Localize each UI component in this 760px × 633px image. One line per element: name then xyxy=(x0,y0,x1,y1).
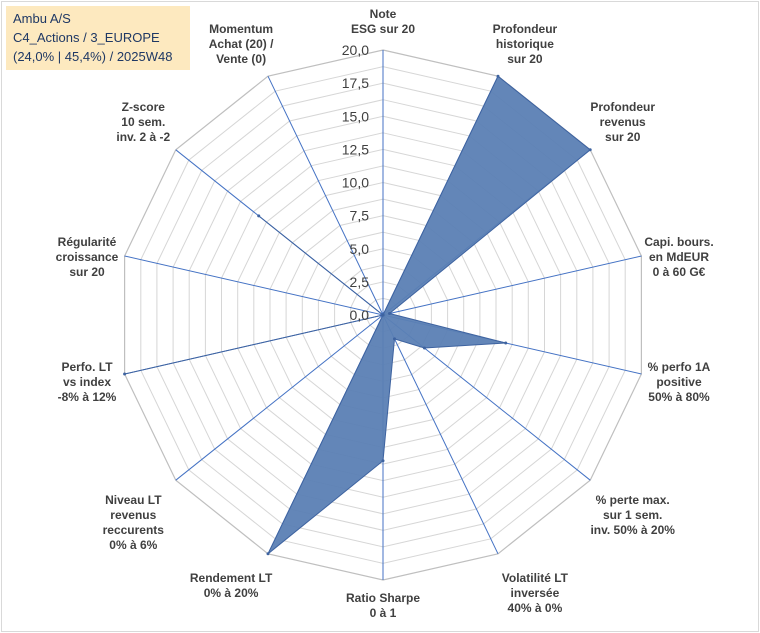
tick-label: 7,5 xyxy=(350,208,370,224)
axis-label: Note ESG sur 20 xyxy=(351,7,415,36)
axis-label-line: revenus xyxy=(600,115,646,129)
axis-label: Profondeur revenus sur 20 xyxy=(590,100,655,144)
axis-label-line: 0 à 1 xyxy=(370,606,397,620)
axis-spoke xyxy=(175,314,384,481)
tick-label: 0,0 xyxy=(350,307,370,323)
series-area xyxy=(124,75,591,555)
info-box: Ambu A/S C4_Actions / 3_EUROPE (24,0% | … xyxy=(6,6,190,70)
tick-label: 12,5 xyxy=(342,141,369,157)
axis-label: Perfo. LT vs index -8% à 12% xyxy=(58,360,117,404)
axis-label: Z-score 10 sem. inv. 2 à -2 xyxy=(116,100,170,144)
axis-label: Ratio Sharpe 0 à 1 xyxy=(346,591,420,620)
axis-spoke xyxy=(267,75,384,316)
axis-label-line: Perfo. LT xyxy=(61,360,113,374)
score-summary: (24,0% | 45,4%) / 2025W48 xyxy=(13,49,173,64)
data-point xyxy=(123,372,127,376)
axis-label-line: Volatilité LT xyxy=(502,571,569,585)
axis-label: Capi. bours. en MdEUR 0 à 60 G€ xyxy=(644,235,713,279)
data-point xyxy=(257,214,261,218)
data-point xyxy=(422,346,426,350)
axis-label: Momentum Achat (20) / Vente (0) xyxy=(209,22,274,66)
axis-label-line: 0% à 20% xyxy=(204,586,259,600)
axis-label: % perte max. sur 1 sem. inv. 50% à 20% xyxy=(590,493,675,537)
axis-label-line: historique xyxy=(496,37,554,51)
data-point xyxy=(381,313,385,317)
axis-label-line: inv. 50% à 20% xyxy=(590,523,675,537)
data-point xyxy=(496,74,500,78)
axis-spoke xyxy=(382,255,642,316)
axis-label-line: Vente (0) xyxy=(216,52,266,66)
tick-label: 5,0 xyxy=(350,241,370,257)
axis-label-line: reccurents xyxy=(103,523,165,537)
axis-label-line: inv. 2 à -2 xyxy=(116,130,170,144)
axis-label-line: Ratio Sharpe xyxy=(346,591,420,605)
axis-label-line: Rendement LT xyxy=(190,571,273,585)
company-name: Ambu A/S xyxy=(13,11,71,26)
axis-label-line: 0% à 6% xyxy=(109,538,157,552)
axis-label-line: 50% à 80% xyxy=(648,390,710,404)
tick-label: 20,0 xyxy=(342,42,369,58)
axis-label-line: % perte max. xyxy=(596,493,670,507)
data-point xyxy=(504,341,508,345)
axis-label-line: inversée xyxy=(511,586,560,600)
axis-spoke xyxy=(382,314,499,555)
data-point xyxy=(393,337,396,341)
tick-label: 2,5 xyxy=(350,274,370,290)
axis-label-line: % perfo 1A xyxy=(648,360,711,374)
radar-series xyxy=(123,74,592,556)
axis-label-line: Momentum xyxy=(209,22,273,36)
axis-label-line: 10 sem. xyxy=(121,115,165,129)
axis-label: Profondeur historique sur 20 xyxy=(493,22,558,66)
axis-label-line: sur 20 xyxy=(69,265,105,279)
tick-label: 10,0 xyxy=(342,175,369,191)
axis-label-line: Profondeur xyxy=(493,22,558,36)
axis-label-line: 0 à 60 G€ xyxy=(653,265,706,279)
data-point xyxy=(388,312,391,315)
data-point xyxy=(266,552,270,556)
axis-label-line: vs index xyxy=(63,375,111,389)
axis-label-line: sur 1 sem. xyxy=(603,508,662,522)
tick-label: 15,0 xyxy=(342,108,369,124)
axis-label: Niveau LT revenus reccurents 0% à 6% xyxy=(103,493,165,552)
axis-label-line: en MdEUR xyxy=(649,250,709,264)
axis-label-line: sur 20 xyxy=(605,130,641,144)
data-point xyxy=(588,148,592,152)
axis-label-line: Z-score xyxy=(122,100,166,114)
axis-label: Volatilité LT inversée 40% à 0% xyxy=(502,571,569,615)
axis-spoke xyxy=(124,255,384,316)
axis-label-line: -8% à 12% xyxy=(58,390,117,404)
axis-label-line: Achat (20) / xyxy=(209,37,274,51)
axis-label-line: Profondeur xyxy=(590,100,655,114)
axis-label-line: Note xyxy=(370,7,397,21)
category-label: C4_Actions / 3_EUROPE xyxy=(13,30,160,45)
data-point xyxy=(381,459,385,463)
radial-tick-labels: 0,0 2,5 5,0 7,5 10,0 12,5 15,0 17,5 20,0 xyxy=(342,42,369,323)
axis-label: Rendement LT 0% à 20% xyxy=(190,571,273,600)
axis-label-line: ESG sur 20 xyxy=(351,22,415,36)
axis-label-line: Capi. bours. xyxy=(644,235,713,249)
axis-label: % perfo 1A positive 50% à 80% xyxy=(648,360,711,404)
tick-label: 17,5 xyxy=(342,75,369,91)
axis-label-line: revenus xyxy=(110,508,156,522)
axis-label-line: positive xyxy=(656,375,702,389)
axis-label: Régularité croissance sur 20 xyxy=(56,235,119,279)
axis-label-line: 40% à 0% xyxy=(508,601,563,615)
axis-labels: Note ESG sur 20 Profondeur historique sur 20… xyxy=(56,7,714,620)
axis-label-line: Niveau LT xyxy=(105,493,162,507)
axis-label-line: croissance xyxy=(56,250,119,264)
axis-label-line: Régularité xyxy=(58,235,117,249)
axis-label-line: sur 20 xyxy=(507,52,543,66)
